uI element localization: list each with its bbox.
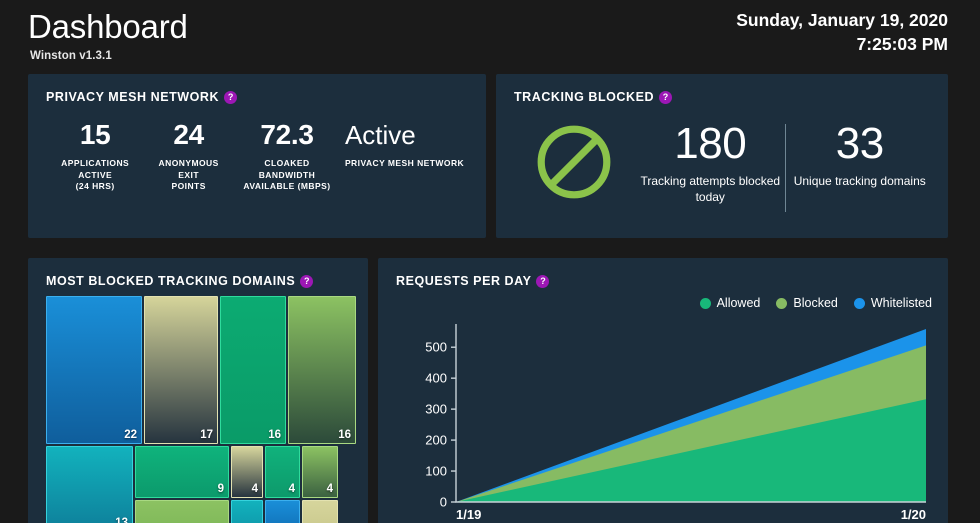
legend-item[interactable]: Whitelisted [853, 296, 932, 310]
legend-item[interactable]: Blocked [776, 296, 838, 310]
treemap-tile-value: 13 [115, 517, 128, 523]
treemap-tile[interactable]: 4 [265, 446, 300, 498]
treemap-tile[interactable]: 4 [231, 446, 263, 498]
chart-legend: Allowed Blocked Whitelisted [699, 296, 932, 310]
legend-color-dot [776, 297, 788, 309]
help-icon[interactable]: ? [659, 91, 673, 104]
requests-per-day-title: REQUESTS PER DAY? [396, 274, 550, 288]
metric-value: 180 [674, 119, 747, 168]
area-series-allowed [456, 399, 926, 502]
stat-applications-active: 15 APPLICATIONS ACTIVE (24 HRS) [46, 118, 144, 193]
treemap-tile[interactable] [302, 500, 338, 523]
treemap-tile-value: 4 [251, 483, 258, 495]
stat-mesh-status: Active PRIVACY MESH NETWORK [341, 118, 476, 170]
legend-item[interactable]: Allowed [699, 296, 761, 310]
legend-label: Allowed [716, 296, 761, 310]
stat-label: PRIVACY MESH NETWORK [344, 158, 465, 168]
treemap-tile-value: 4 [326, 483, 333, 495]
metric-caption: Tracking attempts blocked today [640, 174, 781, 204]
treemap-tile[interactable]: 9 [135, 446, 229, 498]
tracking-blocked-title-text: TRACKING BLOCKED [514, 90, 655, 104]
treemap-tile-value: 16 [338, 429, 351, 441]
treemap-tile[interactable]: 16 [288, 296, 356, 444]
treemap-tile[interactable] [265, 500, 300, 523]
tracking-blocked-title: TRACKING BLOCKED? [514, 90, 673, 104]
stat-label: APPLICATIONS ACTIVE (24 HRS) [61, 158, 130, 191]
tracking-blocked-body: 180 Tracking attempts blocked today 33 U… [512, 116, 934, 224]
legend-label: Whitelisted [870, 296, 932, 310]
y-axis-label: 0 [440, 495, 447, 510]
treemap-tile[interactable]: 4 [302, 446, 338, 498]
treemap-tile-value: 16 [268, 429, 281, 441]
help-icon[interactable]: ? [536, 275, 550, 288]
y-axis-label: 100 [425, 464, 447, 479]
stat-anonymous-exit-points: 24 ANONYMOUS EXIT POINTS [144, 118, 233, 193]
page-header: Dashboard Winston v1.3.1 Sunday, January… [0, 0, 980, 70]
privacy-mesh-network-panel: PRIVACY MESH NETWORK? 15 APPLICATIONS ACT… [28, 74, 486, 238]
legend-label: Blocked [793, 296, 838, 310]
tracking-attempts-metric: 180 Tracking attempts blocked today [636, 116, 785, 205]
clock: Sunday, January 19, 2020 7:25:03 PM [736, 8, 948, 56]
requests-per-day-panel: REQUESTS PER DAY? Allowed Blocked Whitelis… [378, 258, 948, 523]
stat-label: CLOAKED BANDWIDTH AVAILABLE (MBPS) [243, 158, 331, 191]
metric-caption: Unique tracking domains [793, 174, 926, 188]
treemap-tile[interactable]: 13 [46, 446, 133, 523]
divider [784, 124, 786, 212]
stat-cloaked-bandwidth: 72.3 CLOAKED BANDWIDTH AVAILABLE (MBPS) [233, 118, 341, 193]
legend-color-dot [853, 297, 865, 309]
app-version-label: Winston v1.3.1 [30, 50, 112, 62]
clock-date: Sunday, January 19, 2020 [736, 10, 948, 30]
y-axis-label: 500 [425, 340, 447, 355]
requests-chart-area: Allowed Blocked Whitelisted 0 100 200 300 400 5… [378, 288, 948, 523]
area-chart[interactable]: 0 100 200 300 400 500 1/19 1/20 [378, 314, 948, 523]
requests-per-day-title-text: REQUESTS PER DAY [396, 274, 532, 288]
stat-value: 24 [173, 119, 204, 150]
requests-area-svg: 0 100 200 300 400 500 1/19 1/20 [425, 324, 926, 522]
stat-value: Active [344, 120, 416, 150]
no-entry-icon [537, 125, 611, 199]
treemap-tile-value: 4 [288, 483, 295, 495]
metric-value: 33 [835, 119, 884, 168]
treemap-tile[interactable]: 22 [46, 296, 142, 444]
treemap-tile-value: 9 [217, 483, 224, 495]
stat-value: 15 [79, 119, 111, 150]
treemap-tile-value: 22 [124, 429, 137, 441]
treemap-tile[interactable] [231, 500, 263, 523]
stat-label: ANONYMOUS EXIT POINTS [158, 158, 219, 191]
help-icon[interactable]: ? [224, 91, 238, 104]
stat-value: 72.3 [260, 119, 314, 150]
tracking-blocked-panel: TRACKING BLOCKED? 180 Tracking attempts … [496, 74, 948, 238]
legend-color-dot [699, 297, 711, 309]
privacy-mesh-network-title: PRIVACY MESH NETWORK? [46, 90, 238, 104]
most-blocked-tracking-domains-panel: MOST BLOCKED TRACKING DOMAINS? 22 17 16 16 1… [28, 258, 368, 523]
treemap-tile[interactable]: 17 [144, 296, 218, 444]
y-axis-label: 200 [425, 433, 447, 448]
unique-domains-metric: 33 Unique tracking domains [786, 116, 935, 189]
treemap-chart[interactable]: 22 17 16 16 13 9 4 4 4 [46, 296, 356, 523]
no-entry-icon-wrap [512, 116, 636, 202]
x-axis-label: 1/20 [901, 507, 926, 522]
y-axis-label: 300 [425, 402, 447, 417]
treemap-tile-value: 17 [200, 429, 213, 441]
most-blocked-title-text: MOST BLOCKED TRACKING DOMAINS [46, 274, 296, 288]
privacy-mesh-stats: 15 APPLICATIONS ACTIVE (24 HRS) 24 ANONYMO… [46, 118, 476, 193]
x-axis-label: 1/19 [456, 507, 481, 522]
y-axis-label: 400 [425, 371, 447, 386]
clock-time: 7:25:03 PM [856, 34, 948, 54]
page-title: Dashboard [28, 8, 188, 45]
treemap-tile[interactable]: 16 [220, 296, 286, 444]
most-blocked-title: MOST BLOCKED TRACKING DOMAINS? [46, 274, 314, 288]
privacy-mesh-network-title-text: PRIVACY MESH NETWORK [46, 90, 220, 104]
help-icon[interactable]: ? [300, 275, 314, 288]
treemap-tile[interactable] [135, 500, 229, 523]
